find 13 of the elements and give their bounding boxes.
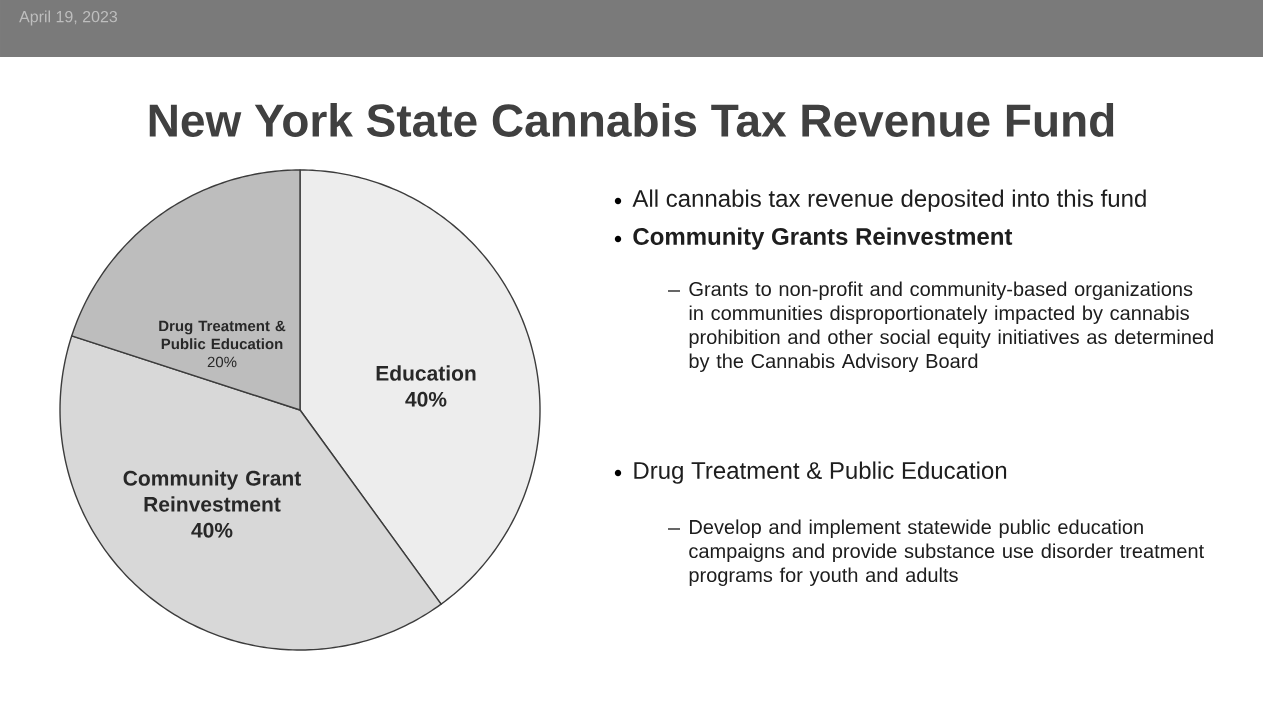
slice-label: Education bbox=[376, 365, 476, 381]
text: Develop and implement statewide public education campaigns and provide substance use disorder treatment programs for youth and adults bbox=[689, 519, 1205, 587]
text: Grants to non-profit and community-based organizations in communities disproportionately impacted by cannabis prohibition and other social equity initiatives as determined by the Cannabis Advisory Board bbox=[689, 281, 1213, 373]
data-label: 40% bbox=[191, 522, 233, 538]
data-label: 40% bbox=[405, 391, 447, 407]
text: All cannabis tax revenue deposited into this fund bbox=[632, 189, 1146, 212]
slice-label: Community Grant Reinvestment bbox=[123, 470, 301, 512]
chart-subtitle: April 19, 2023 bbox=[19, 10, 118, 26]
data-label: 20% bbox=[207, 356, 237, 368]
chart-title: New York State Cannabis Tax Revenue Fund bbox=[149, 103, 1114, 137]
text: Community Grants Reinvestment bbox=[633, 227, 1013, 250]
text: Drug Treatment & Public Education bbox=[634, 461, 1007, 484]
slice-label: Drug Treatment & Public Education bbox=[159, 320, 286, 350]
